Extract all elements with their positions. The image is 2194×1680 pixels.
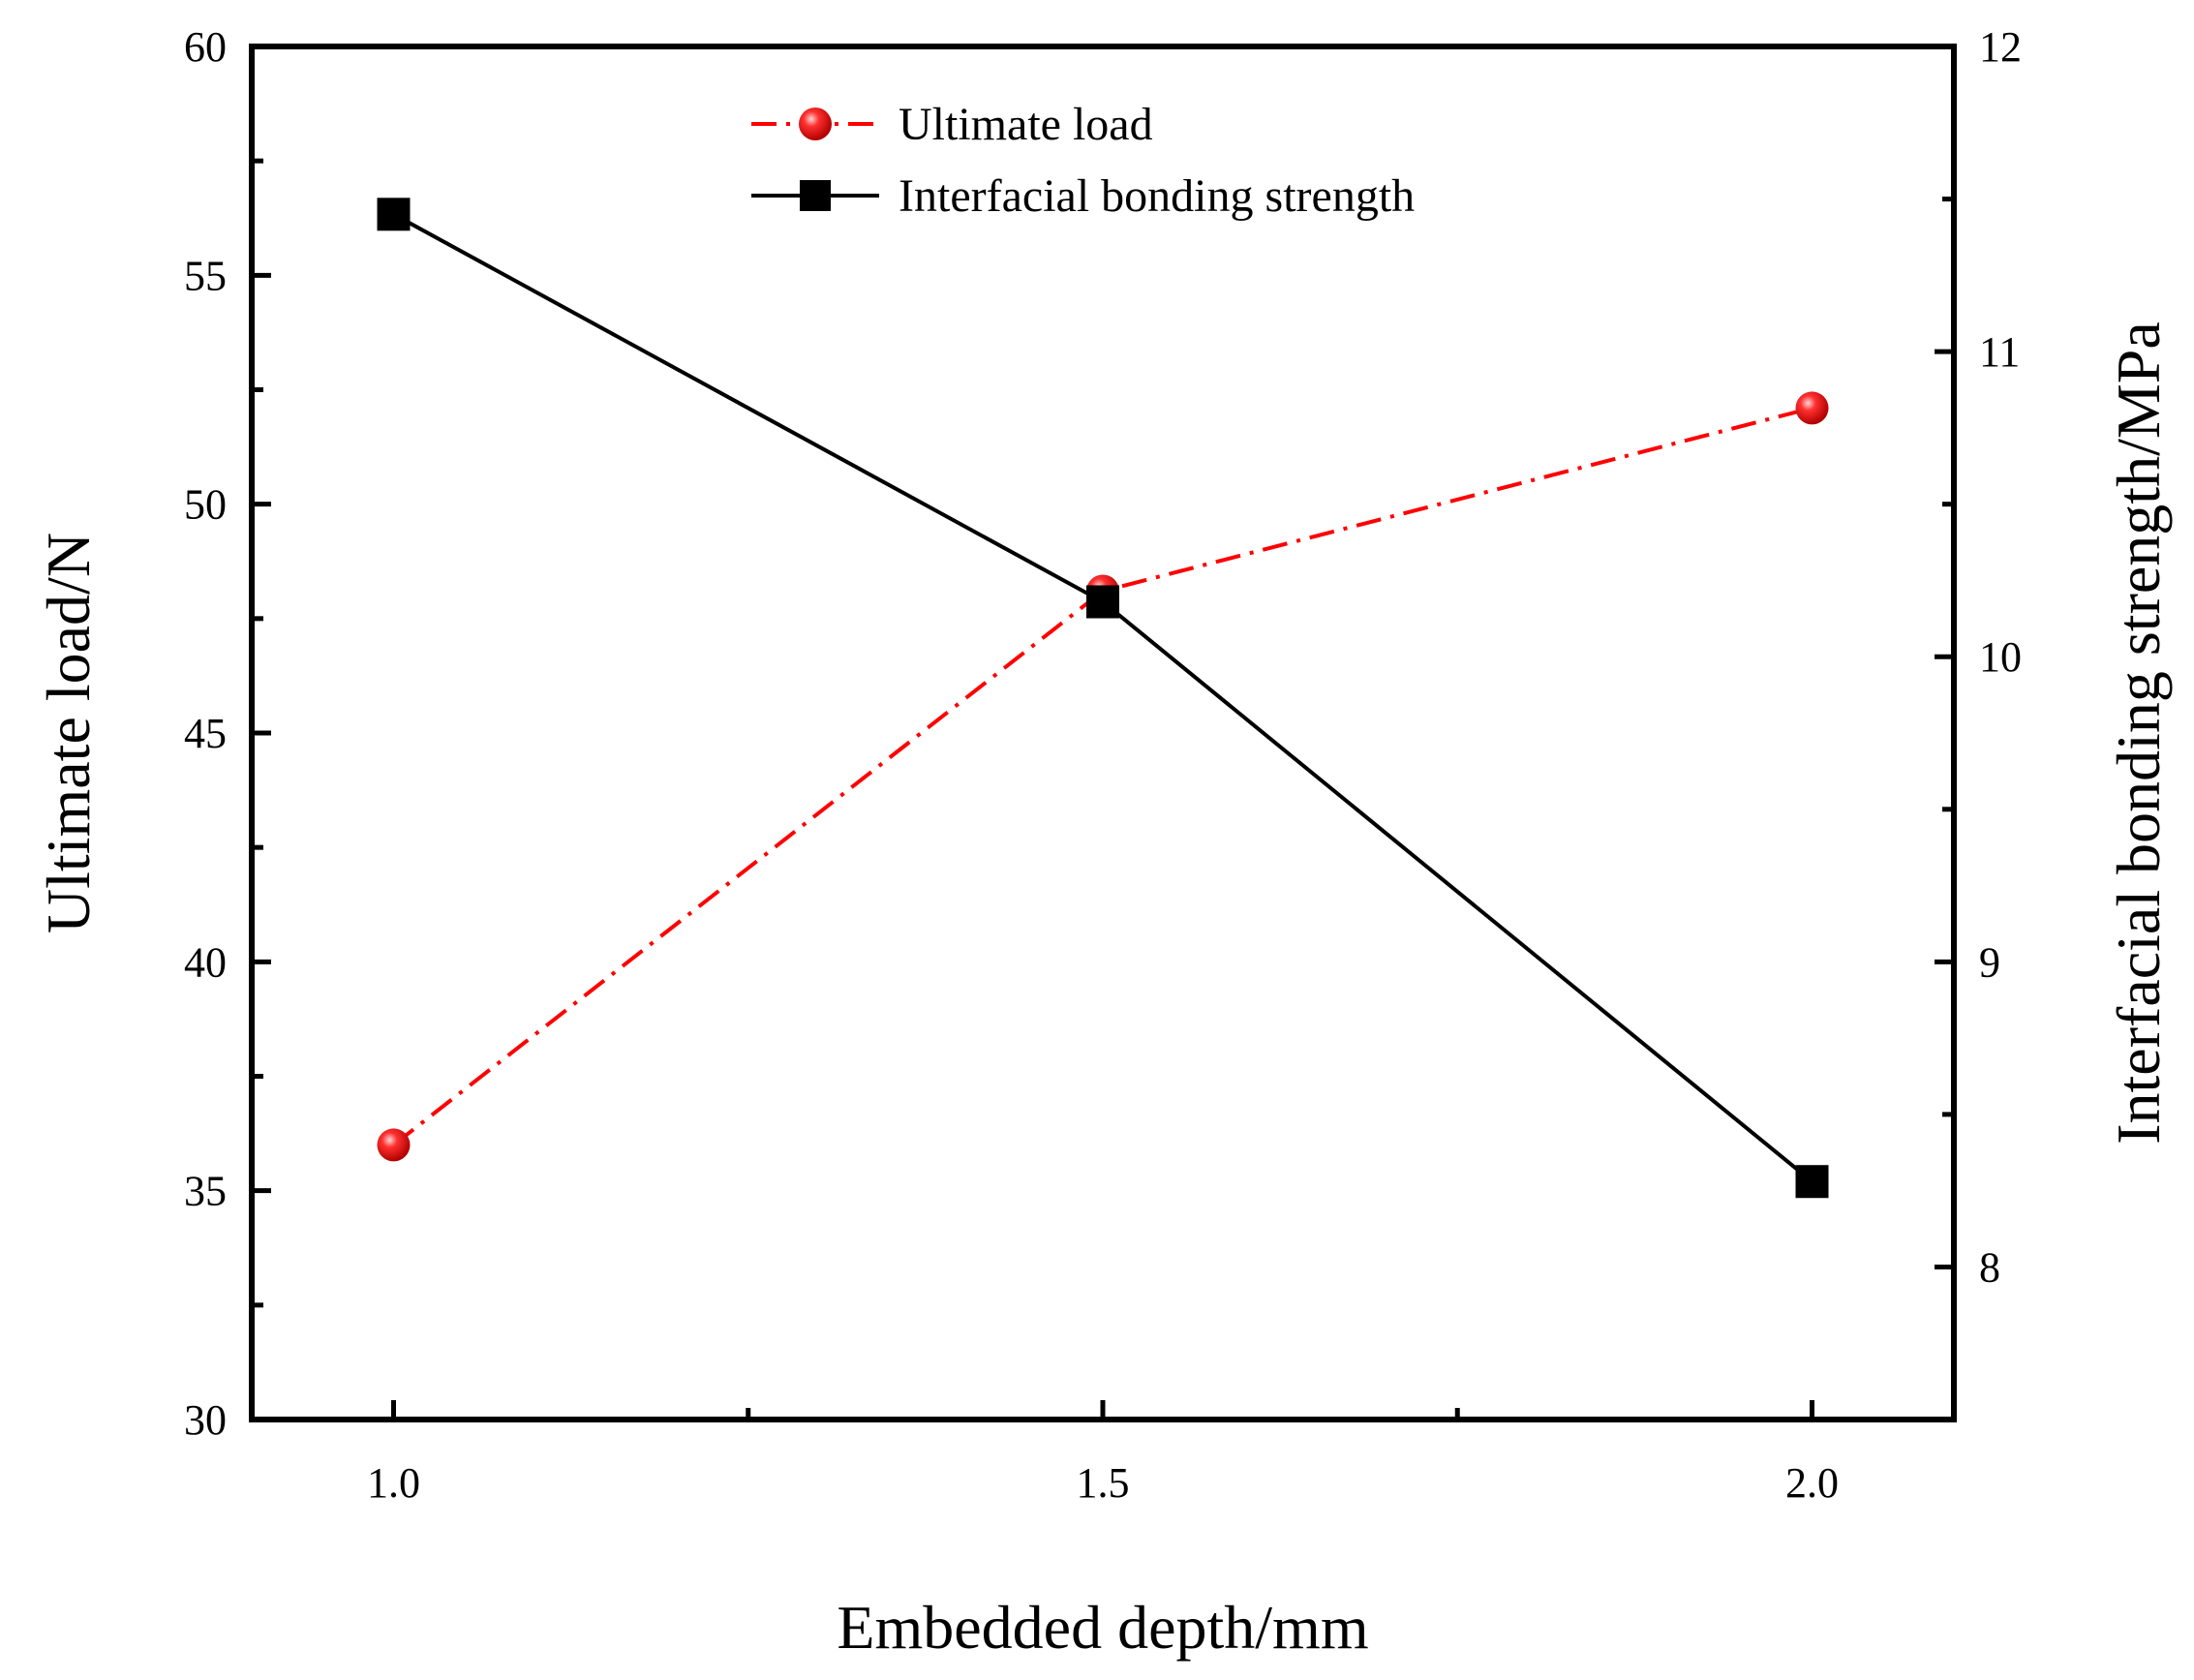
series-line-ultimate-load <box>392 406 1813 1146</box>
point-ultimate-load <box>1795 391 1829 425</box>
x-tick-label: 1.0 <box>367 1459 420 1507</box>
point-interfacial-bonding-strength <box>1795 1165 1829 1199</box>
left-tick-label: 30 <box>184 1396 227 1444</box>
right-tick-label: 11 <box>1979 328 2020 376</box>
legend: Ultimate load Interfacial bonding streng… <box>751 99 1415 222</box>
right-axis-ticks: 8 9 10 11 12 <box>1935 23 2022 1422</box>
plot-frame <box>249 44 1957 1422</box>
right-tick-label: 9 <box>1979 938 2000 986</box>
legend-entry-interfacial-bonding-strength: Interfacial bonding strength <box>751 170 1415 222</box>
right-tick-label: 12 <box>1979 23 2022 71</box>
left-tick-label: 50 <box>184 481 227 529</box>
legend-marker-ultimate-load <box>799 107 832 140</box>
left-tick-label: 40 <box>184 938 227 986</box>
legend-entry-ultimate-load: Ultimate load <box>751 99 1153 150</box>
series-layer <box>377 198 1829 1199</box>
right-tick-label: 10 <box>1979 633 2022 681</box>
x-tick-label: 2.0 <box>1785 1459 1839 1507</box>
series-line-interfacial-bonding-strength <box>392 212 1813 1183</box>
right-tick-label: 8 <box>1979 1243 2000 1291</box>
point-interfacial-bonding-strength <box>1086 585 1119 619</box>
left-axis-ticks: 30 35 40 45 50 55 60 <box>184 23 271 1444</box>
legend-marker-interfacial-bonding-strength <box>800 180 831 211</box>
left-tick-label: 60 <box>184 23 227 71</box>
legend-label-interfacial-bonding-strength: Interfacial bonding strength <box>899 170 1415 222</box>
left-tick-label: 55 <box>184 252 227 299</box>
point-interfacial-bonding-strength <box>377 198 411 231</box>
legend-label-ultimate-load: Ultimate load <box>899 99 1153 150</box>
x-axis-title: Embedded depth/mm <box>837 1593 1368 1662</box>
left-tick-label: 35 <box>184 1168 227 1215</box>
point-ultimate-load <box>377 1128 411 1162</box>
left-axis-title: Ultimate load/N <box>34 533 103 933</box>
x-tick-label: 1.5 <box>1077 1459 1130 1507</box>
left-tick-label: 45 <box>184 710 227 757</box>
x-axis-ticks: 1.0 1.5 2.0 <box>367 1400 1839 1507</box>
right-axis-title: Interfacial bonding strength/MPa <box>2104 321 2173 1145</box>
